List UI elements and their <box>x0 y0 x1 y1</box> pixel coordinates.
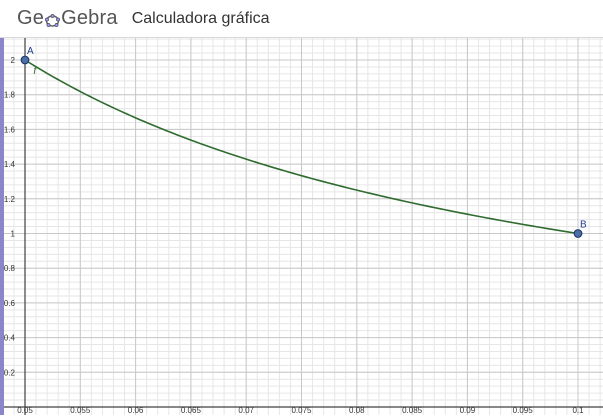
logo-text-ge: Ge <box>17 7 45 29</box>
y-tick-label: 1.4 <box>4 160 16 169</box>
geogebra-logo-icon <box>45 11 60 27</box>
app-header: Ge Gebra Calculadora gráfica <box>0 0 603 38</box>
x-tick-label: 0.09 <box>460 406 476 415</box>
points: AB <box>20 46 587 238</box>
y-tick-label: 0.6 <box>4 299 16 308</box>
graph-canvas[interactable]: 0.05 0.055 0.06 0.065 0.07 0.075 0.08 0.085 0.09… <box>4 38 603 415</box>
x-tick-label: 0.07 <box>238 406 254 415</box>
grid-major <box>4 38 603 415</box>
x-tick-label: 0.06 <box>128 406 144 415</box>
function-curve[interactable] <box>24 59 579 235</box>
tick-labels: 0.05 0.055 0.06 0.065 0.07 0.075 0.08 0.085 0.09… <box>4 56 584 415</box>
curve-label: f <box>33 66 37 77</box>
axes <box>4 38 603 415</box>
x-tick-label: 0.055 <box>70 406 91 415</box>
point-a[interactable] <box>20 55 30 65</box>
x-tick-label: 0.095 <box>513 406 534 415</box>
y-tick-label: 0.2 <box>4 368 16 377</box>
point-label-b: B <box>580 220 587 231</box>
y-tick-label: 0.8 <box>4 264 16 273</box>
x-tick-label: 0.065 <box>181 406 202 415</box>
x-tick-label: 0.085 <box>402 406 423 415</box>
y-tick-label: 1.2 <box>4 195 16 204</box>
x-tick-label: 0.05 <box>17 406 33 415</box>
x-tick-label: 0.08 <box>349 406 365 415</box>
x-tick-label: 0.075 <box>291 406 312 415</box>
point-b[interactable] <box>573 229 583 238</box>
y-tick-label: 2 <box>11 56 16 65</box>
point-label-a: A <box>27 46 34 57</box>
geogebra-logo[interactable]: Ge Gebra <box>17 7 118 30</box>
algebra-panel-edge[interactable] <box>0 38 4 415</box>
y-tick-label: 1.8 <box>4 91 16 100</box>
app-title: Calculadora gráfica <box>131 9 270 27</box>
y-tick-label: 1.6 <box>4 125 16 134</box>
y-tick-label: 1 <box>11 230 16 239</box>
y-tick-label: 0.4 <box>4 334 16 343</box>
x-tick-label: 0.1 <box>572 406 584 415</box>
graphics-view[interactable]: 0.05 0.055 0.06 0.065 0.07 0.075 0.08 0.085 0.09… <box>4 38 603 415</box>
logo-text-gebra: Gebra <box>61 7 118 29</box>
